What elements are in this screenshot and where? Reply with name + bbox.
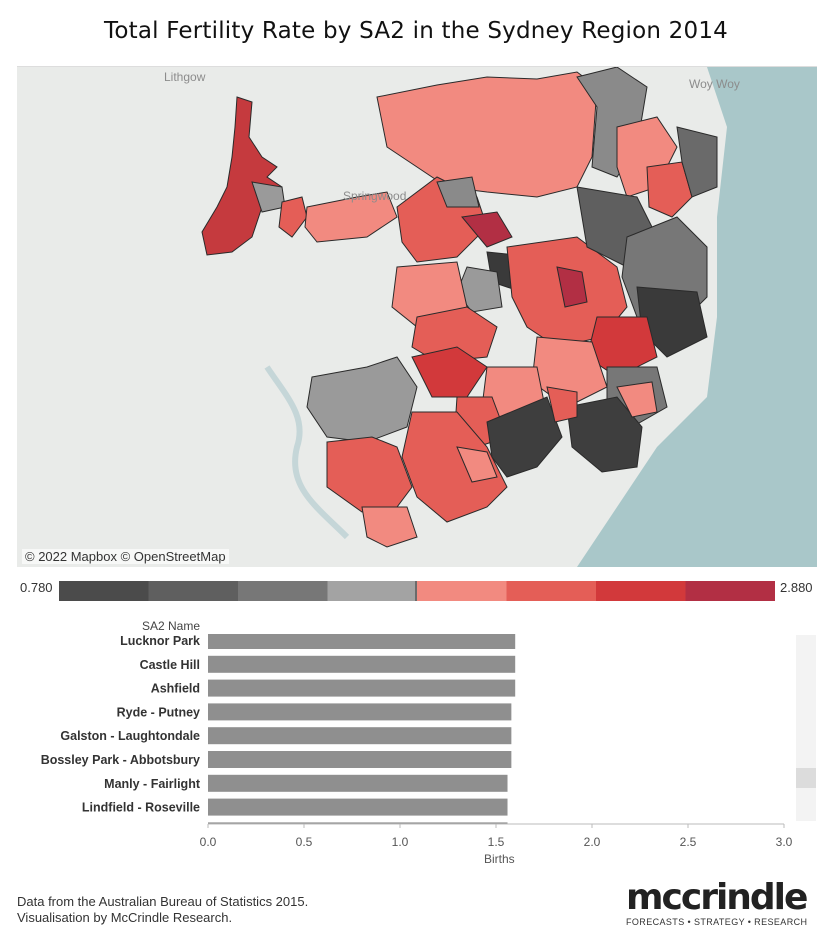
category-label[interactable]: Bonnyrigg Heights - Bonnyri... <box>19 824 200 838</box>
category-label[interactable]: Manly - Fairlight <box>104 777 201 791</box>
region-holsworthy[interactable] <box>486 396 563 478</box>
region-menai[interactable] <box>546 386 578 423</box>
bar[interactable] <box>208 655 516 673</box>
footer-line-credit: Visualisation by McCrindle Research. <box>17 910 233 925</box>
legend-swatch <box>506 581 596 601</box>
category-label[interactable]: Castle Hill <box>140 658 200 672</box>
map-attribution[interactable]: © 2022 Mapbox © OpenStreetMap <box>22 549 229 564</box>
bar[interactable] <box>208 632 516 649</box>
category-label[interactable]: Lucknor Park <box>120 634 200 648</box>
region-picton[interactable] <box>361 506 418 548</box>
place-label-lithgow: Lithgow <box>164 70 206 84</box>
legend-swatch <box>327 581 417 601</box>
region-blue-mountains[interactable] <box>201 96 283 256</box>
legend-swatch <box>685 581 775 601</box>
legend-swatch <box>417 581 507 601</box>
region-luddenham[interactable] <box>411 306 498 363</box>
category-header: SA2 Name <box>142 619 200 633</box>
bar[interactable] <box>208 703 512 721</box>
legend-min-label: 0.780 <box>20 580 53 595</box>
choropleth-map[interactable]: Lithgow Woy Woy Springwood <box>17 66 817 567</box>
bar[interactable] <box>208 798 508 816</box>
region-wollondilly-west[interactable] <box>306 356 418 443</box>
region-parramatta-a[interactable] <box>556 266 588 308</box>
legend-swatch <box>59 581 149 601</box>
legend-max-label: 2.880 <box>780 580 813 595</box>
bar[interactable] <box>208 774 508 792</box>
chart-title: Total Fertility Rate by SA2 in the Sydne… <box>104 18 728 44</box>
x-tick-label: 2.5 <box>680 835 697 849</box>
mccrindle-logo[interactable]: mccrindle FORECASTS • STRATEGY • RESEARC… <box>626 877 808 928</box>
x-tick-label: 2.0 <box>584 835 601 849</box>
color-legend <box>59 581 775 601</box>
river-line <box>264 365 350 540</box>
x-tick-label: 0.0 <box>200 835 217 849</box>
bar[interactable] <box>208 822 508 839</box>
bar-chart: SA2 Name Lucknor Park Castle Hill Ashfield R… <box>0 616 832 876</box>
region-sutherland[interactable] <box>566 396 643 473</box>
category-label[interactable]: Ryde - Putney <box>117 705 200 719</box>
category-label[interactable]: Lindfield - Roseville <box>82 801 200 815</box>
bar[interactable] <box>208 727 512 745</box>
region-rockdale[interactable] <box>616 381 658 418</box>
bar[interactable] <box>208 751 512 768</box>
x-axis-title: Births <box>484 852 515 866</box>
region-campbelltown[interactable] <box>456 446 498 483</box>
region-lawson[interactable] <box>278 196 308 238</box>
region-wollondilly[interactable] <box>326 436 413 513</box>
region-springwood[interactable] <box>304 191 398 243</box>
logo-tagline: FORECASTS • STRATEGY • RESEARCH <box>626 917 808 927</box>
sea-area <box>577 67 817 567</box>
legend-swatch <box>148 581 238 601</box>
map-canvas: Lithgow Woy Woy Springwood <box>164 67 817 567</box>
logo-wordmark: mccrindle <box>626 877 808 918</box>
footer-line-source: Data from the Australian Bureau of Stati… <box>17 894 309 909</box>
x-tick-label: 0.5 <box>296 835 313 849</box>
chart-scrollbar[interactable] <box>796 635 816 821</box>
region-hawkesbury[interactable] <box>376 71 598 198</box>
region-north-d[interactable] <box>676 126 718 198</box>
place-label-woy-woy: Woy Woy <box>689 77 740 91</box>
bar[interactable] <box>208 679 516 697</box>
category-label[interactable]: Bossley Park - Abbotsbury <box>41 753 200 767</box>
category-label[interactable]: Ashfield <box>151 682 200 696</box>
legend-swatch <box>238 581 328 601</box>
x-tick-label: 1.5 <box>488 835 505 849</box>
region-richmond[interactable] <box>436 176 480 208</box>
category-label[interactable]: Galston - Laughtondale <box>60 729 200 743</box>
region-appin[interactable] <box>401 411 508 523</box>
region-north-c[interactable] <box>646 161 693 218</box>
chart-scrollbar-thumb[interactable] <box>796 768 816 788</box>
region-riverstone[interactable] <box>461 211 513 248</box>
x-tick-label: 1.0 <box>392 835 409 849</box>
footer-source: Data from the Australian Bureau of Stati… <box>17 894 308 926</box>
x-tick-label: 3.0 <box>776 835 793 849</box>
region-bringelly[interactable] <box>411 346 488 398</box>
place-label-springwood: Springwood <box>343 189 406 203</box>
legend-swatch <box>596 581 686 601</box>
